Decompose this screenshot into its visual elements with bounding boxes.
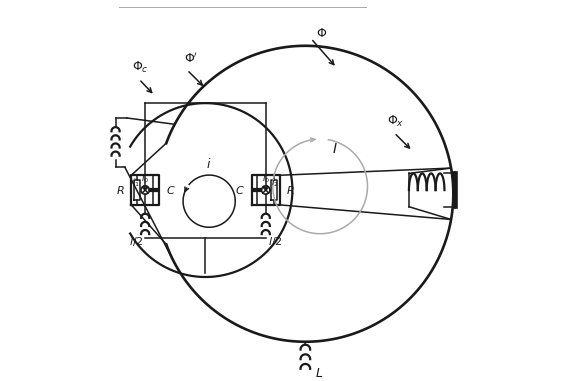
Text: $\Phi_x$: $\Phi_x$ xyxy=(388,114,405,129)
Text: $R$: $R$ xyxy=(286,184,295,196)
Text: $i_2$: $i_2$ xyxy=(271,177,279,189)
Text: $R$: $R$ xyxy=(116,184,125,196)
Text: $C$: $C$ xyxy=(166,184,176,196)
Text: $\Phi'$: $\Phi'$ xyxy=(184,52,198,66)
Text: $l/2$: $l/2$ xyxy=(129,235,143,248)
Text: $I_0$: $I_0$ xyxy=(262,173,270,185)
Text: $i$: $i$ xyxy=(206,157,212,171)
Text: $C$: $C$ xyxy=(235,184,245,196)
Text: $\Phi$: $\Phi$ xyxy=(316,27,328,40)
Text: $l/2$: $l/2$ xyxy=(268,235,282,248)
Text: $I$: $I$ xyxy=(332,142,338,156)
Text: $\Phi_c$: $\Phi_c$ xyxy=(132,60,148,75)
Text: $i_1$: $i_1$ xyxy=(132,177,140,189)
Text: $L$: $L$ xyxy=(315,367,323,380)
Text: $I_0$: $I_0$ xyxy=(141,173,149,185)
